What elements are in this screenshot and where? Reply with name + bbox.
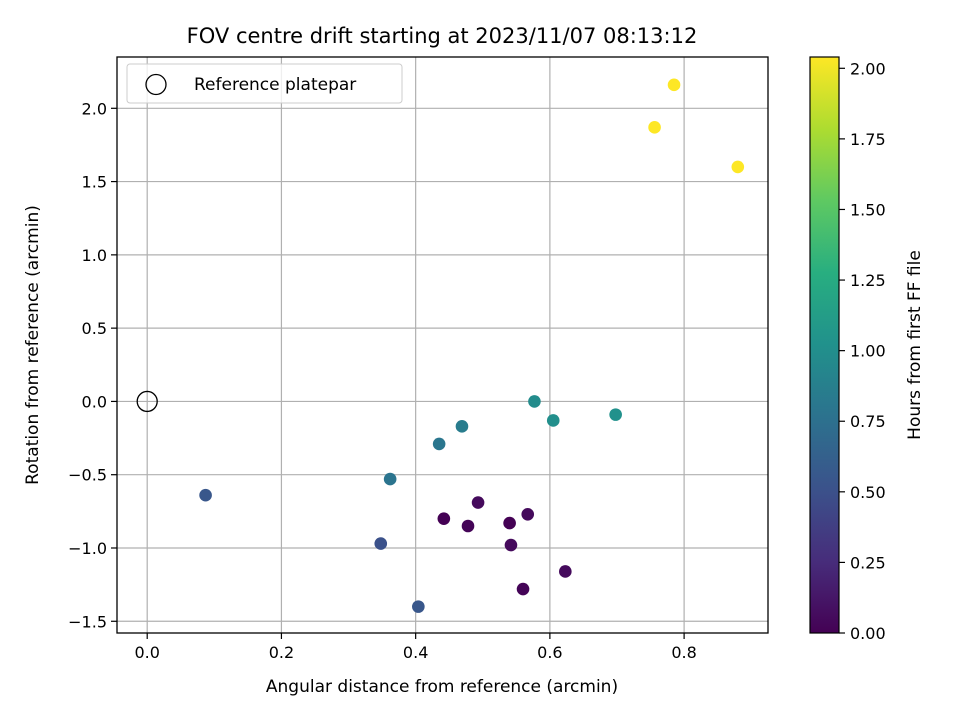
x-tick-label: 0.0 <box>134 643 159 662</box>
plot-frame <box>116 56 769 634</box>
legend-marker-icon <box>145 73 167 96</box>
scatter-point <box>609 408 622 421</box>
scatter-point <box>731 160 745 174</box>
scatter-point <box>504 538 518 552</box>
x-tick-label: 0.8 <box>671 643 696 662</box>
reference-platepar-marker <box>136 390 158 413</box>
scatter-point <box>437 512 451 525</box>
scatter-point <box>383 472 397 486</box>
scatter-point <box>432 437 446 451</box>
colorbar-tick-label: 1.00 <box>850 342 886 361</box>
reference-point-group <box>136 390 158 413</box>
colorbar: 0.00 0.25 0.50 0.75 1.00 1.25 1.50 1.75 2.00 Hou… <box>809 56 925 643</box>
scatter-point <box>199 488 212 502</box>
y-tick-label: 0.0 <box>82 392 107 411</box>
colorbar-ticks: 0.00 0.25 0.50 0.75 1.00 1.25 1.50 1.75 2.00 <box>839 59 886 643</box>
colorbar-gradient <box>809 56 840 634</box>
y-tick-label: 2.0 <box>82 99 107 118</box>
scatter-point <box>546 414 560 427</box>
scatter-point <box>648 121 661 134</box>
y-tick-label: 1.0 <box>82 246 107 265</box>
grid-lines <box>117 57 768 633</box>
scatter-point <box>521 507 535 521</box>
colorbar-tick-label: 0.00 <box>850 624 886 643</box>
scatter-point <box>503 516 516 530</box>
colorbar-tick-label: 1.25 <box>850 271 886 290</box>
axis-ticks: 0.0 0.2 0.4 0.6 0.8 −1.5 −1.0 −0.5 0.0 0.5 1.0 1.5 2… <box>68 99 697 662</box>
y-axis-label: Rotation from reference (arcmin) <box>23 205 43 485</box>
data-points <box>199 78 745 613</box>
colorbar-tick-label: 1.50 <box>850 200 886 219</box>
scatter-point <box>374 537 388 550</box>
scatter-point <box>455 420 469 433</box>
colorbar-tick-label: 0.25 <box>850 553 886 572</box>
scatter-point <box>667 78 681 92</box>
x-tick-label: 0.4 <box>403 643 428 662</box>
colorbar-tick-label: 0.50 <box>850 483 886 502</box>
colorbar-tick-label: 1.75 <box>850 130 886 149</box>
y-tick-label: 1.5 <box>82 173 107 192</box>
y-tick-label: −1.5 <box>68 612 107 631</box>
colorbar-tick-label: 2.00 <box>850 59 886 78</box>
legend-label: Reference platepar <box>194 75 356 95</box>
y-tick-label: −0.5 <box>68 466 107 485</box>
colorbar-label: Hours from first FF file <box>905 250 925 440</box>
x-axis-label: Angular distance from reference (arcmin) <box>266 677 618 697</box>
scatter-point <box>516 582 530 596</box>
y-tick-label: 0.5 <box>82 319 107 338</box>
scatter-point <box>559 565 572 578</box>
scatter-point <box>461 519 475 533</box>
colorbar-tick-label: 0.75 <box>850 412 886 431</box>
scatter-point <box>471 496 485 509</box>
x-tick-label: 0.2 <box>269 643 294 662</box>
scatter-point <box>412 600 425 613</box>
legend-box <box>126 63 403 104</box>
x-tick-label: 0.6 <box>537 643 562 662</box>
scatter-point <box>528 395 541 408</box>
legend: Reference platepar <box>126 63 403 104</box>
chart-title: FOV centre drift starting at 2023/11/07 … <box>187 24 698 48</box>
y-tick-label: −1.0 <box>68 539 107 558</box>
